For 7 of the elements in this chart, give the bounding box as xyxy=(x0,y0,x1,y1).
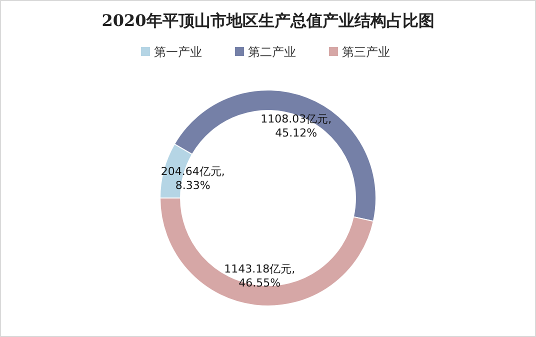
data-label: 1108.03亿元, 45.12% xyxy=(260,112,332,140)
legend-label: 第一产业 xyxy=(154,45,202,59)
data-label: 204.64亿元, 8.33% xyxy=(160,164,225,192)
legend-label: 第三产业 xyxy=(342,45,390,59)
chart-title: 2020年平顶山市地区生产总值产业结构占比图 xyxy=(102,11,434,30)
legend-label: 第二产业 xyxy=(248,45,296,59)
data-label: 1143.18亿元, 46.55% xyxy=(224,262,296,290)
